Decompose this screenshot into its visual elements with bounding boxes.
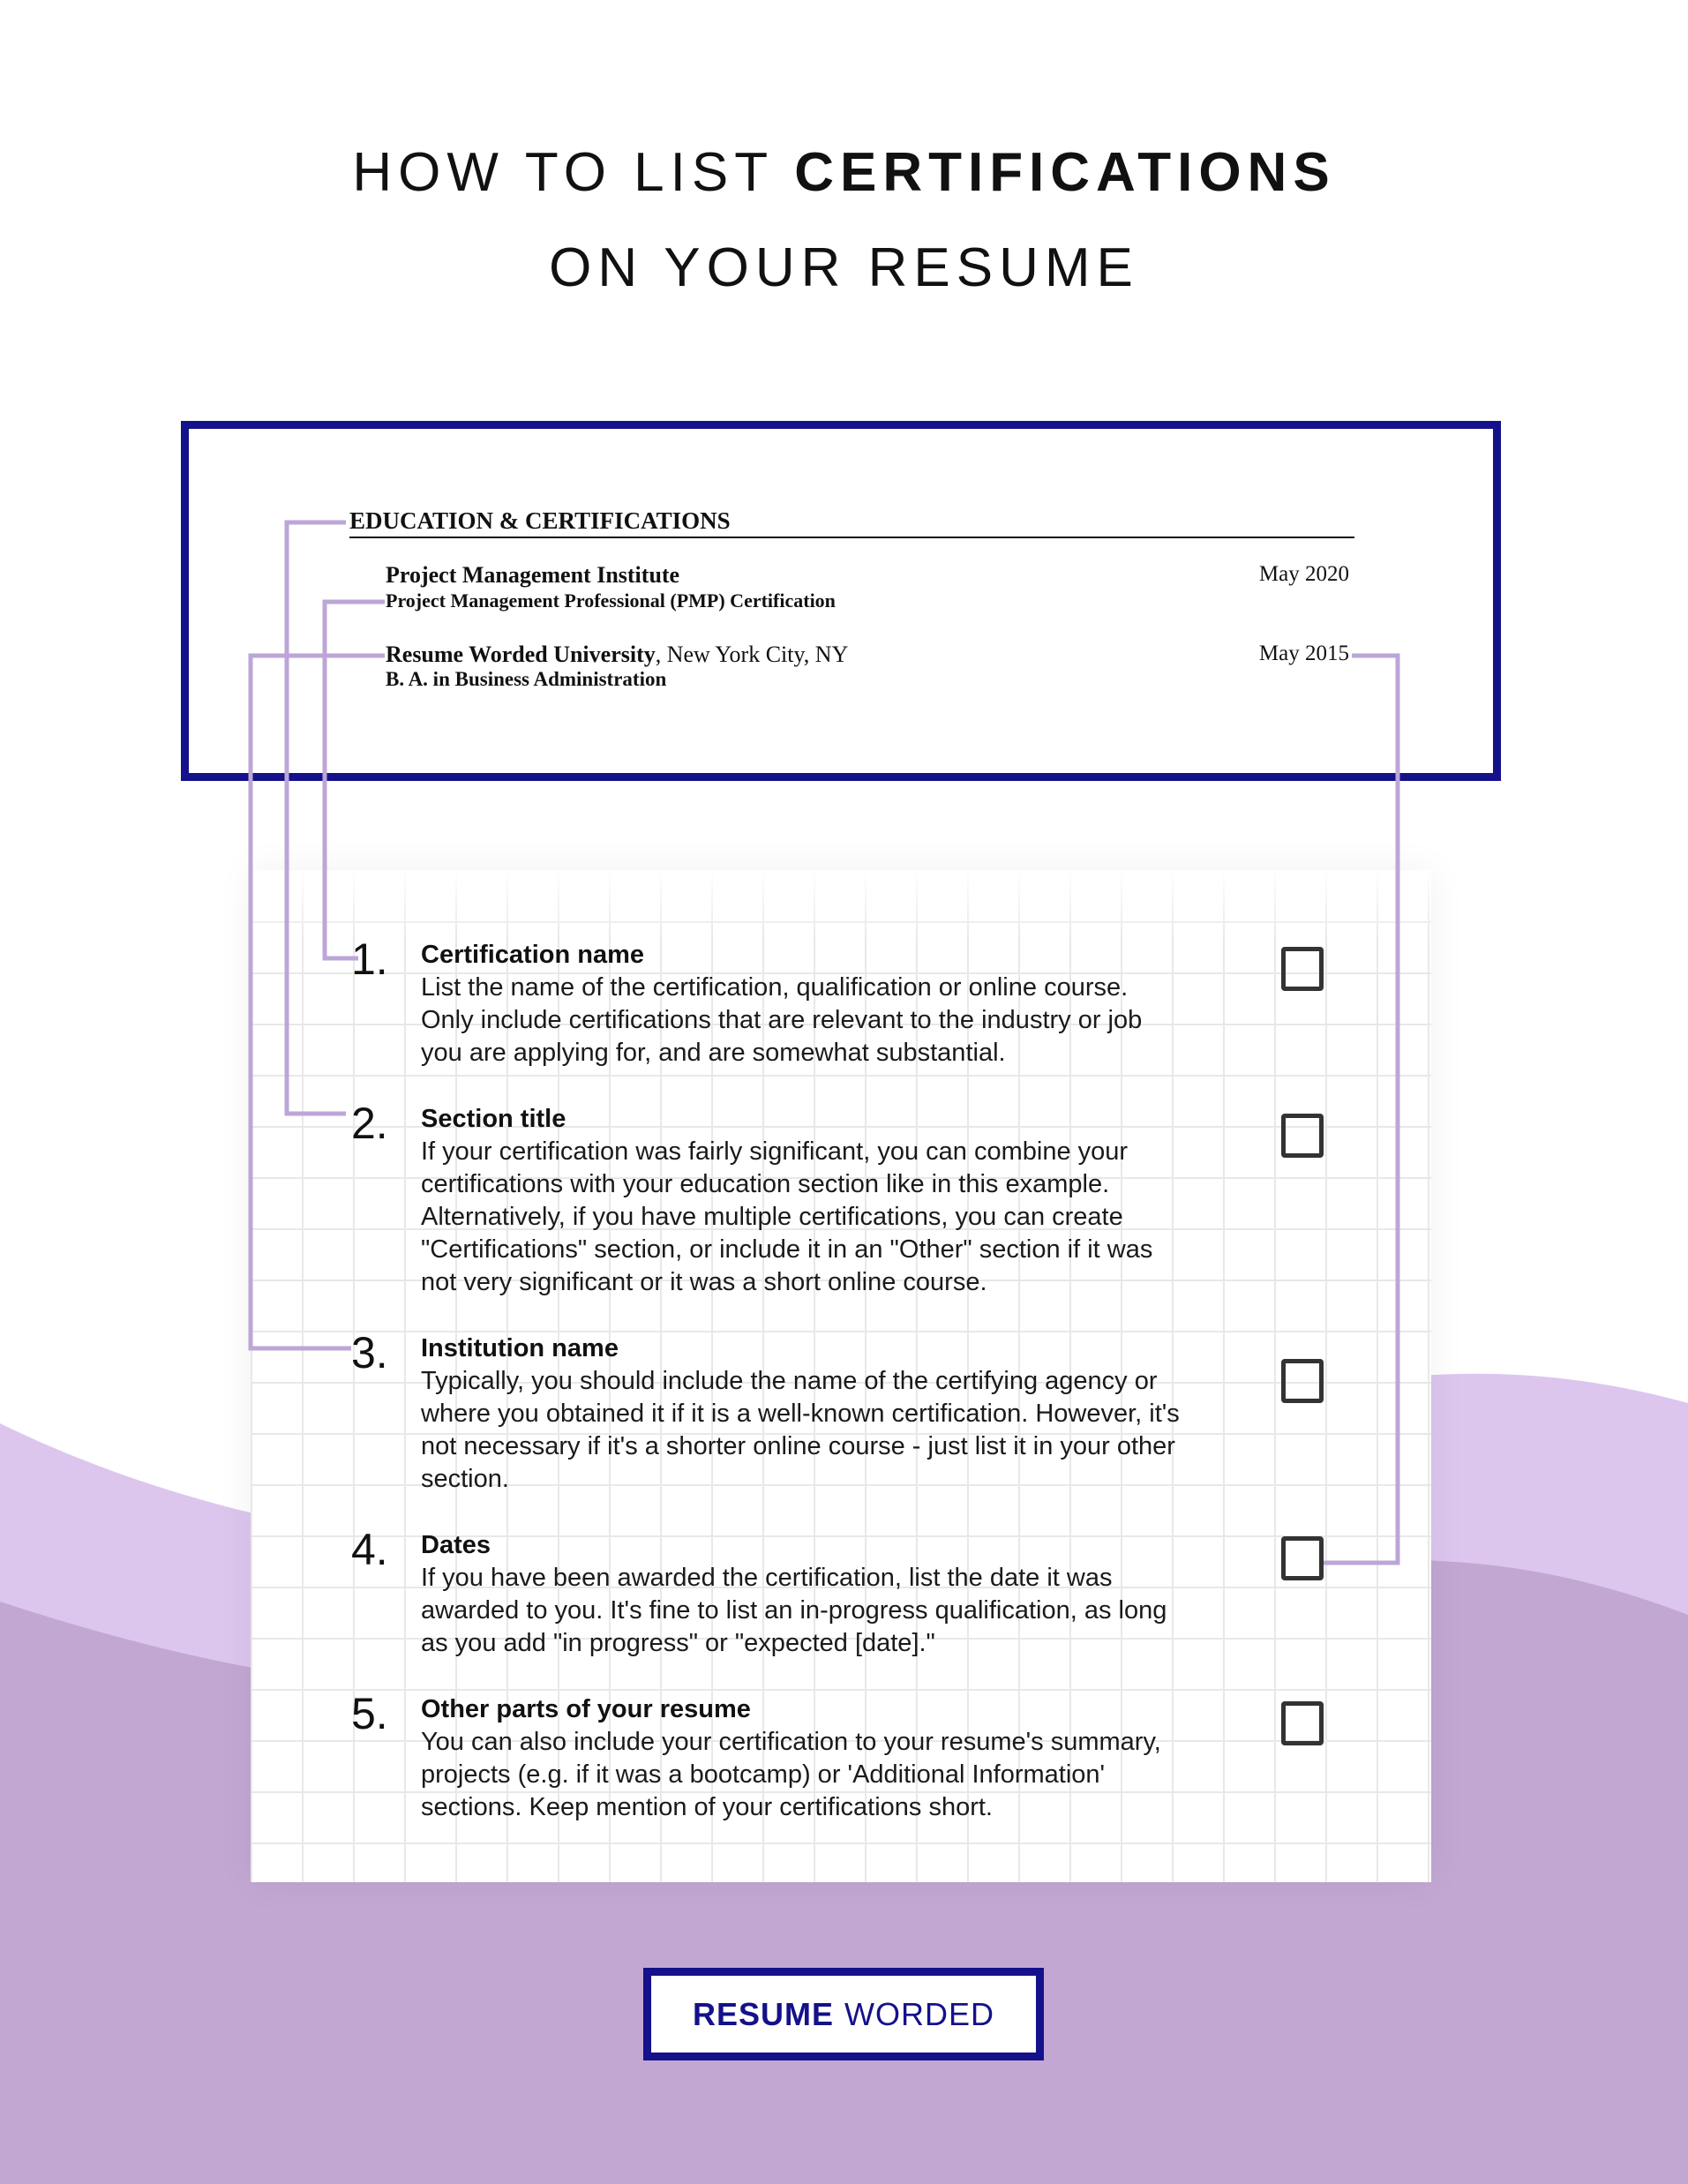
item-description-line: not very significant or it was a short o… — [421, 1268, 987, 1296]
item-description-line: certifications with your education secti… — [421, 1170, 1110, 1198]
item-number: 4. — [351, 1525, 388, 1574]
item-description-line: List the name of the certification, qual… — [421, 973, 1129, 1002]
item-description-line: Only include certifications that are rel… — [421, 1006, 1143, 1034]
item-description-line: If your certification was fairly signifi… — [421, 1137, 1129, 1166]
heading-rule — [349, 537, 1354, 538]
resume-institution: Resume Worded University, New York City,… — [386, 642, 849, 667]
checkbox[interactable] — [1281, 947, 1324, 991]
resume-credential: Project Management Professional (PMP) Ce… — [386, 589, 836, 612]
item-number: 5. — [351, 1689, 388, 1738]
page-title-line2: ON YOUR RESUME — [549, 237, 1139, 298]
item-number: 1. — [351, 934, 388, 984]
item-description-line: not necessary if it's a shorter online c… — [421, 1432, 1175, 1460]
checkbox[interactable] — [1281, 1359, 1324, 1403]
item-description-line: where you obtained it if it is a well-kn… — [421, 1400, 1180, 1428]
checkbox[interactable] — [1281, 1114, 1324, 1158]
item-title: Dates — [421, 1531, 491, 1559]
item-description-line: If you have been awarded the certificati… — [421, 1564, 1113, 1592]
resume-example-box — [181, 421, 1501, 781]
item-description-line: projects (e.g. if it was a bootcamp) or … — [421, 1760, 1106, 1789]
item-description-line: section. — [421, 1465, 509, 1493]
item-description-line: You can also include your certification … — [421, 1728, 1161, 1756]
item-title: Section title — [421, 1105, 566, 1133]
item-description-line: you are applying for, and are somewhat s… — [421, 1039, 1006, 1067]
item-number: 3. — [351, 1328, 388, 1377]
resume-credential: B. A. in Business Administration — [386, 668, 667, 690]
item-number: 2. — [351, 1099, 388, 1148]
page-title-line1: HOW TO LIST CERTIFICATIONS — [352, 142, 1336, 203]
checkbox[interactable] — [1281, 1701, 1324, 1745]
item-description-line: Alternatively, if you have multiple cert… — [421, 1203, 1123, 1231]
item-title: Certification name — [421, 941, 644, 969]
resume-institution: Project Management Institute — [386, 562, 680, 588]
item-description-line: Typically, you should include the name o… — [421, 1367, 1158, 1395]
item-description-line: sections. Keep mention of your certifica… — [421, 1793, 993, 1821]
item-description-line: "Certifications" section, or include it … — [421, 1235, 1153, 1264]
resume-worded-logo: RESUME WORDED — [643, 1968, 1044, 2060]
item-description-line: as you add "in progress" or "expected [d… — [421, 1629, 935, 1657]
item-title: Other parts of your resume — [421, 1695, 751, 1723]
resume-date: May 2015 — [1258, 642, 1349, 665]
item-title: Institution name — [421, 1334, 619, 1362]
resume-section-heading: EDUCATION & CERTIFICATIONS — [349, 507, 731, 534]
item-description-line: awarded to you. It's fine to list an in-… — [421, 1596, 1167, 1625]
checkbox[interactable] — [1281, 1536, 1324, 1580]
resume-date: May 2020 — [1258, 562, 1349, 586]
grid-paper — [251, 870, 1431, 1882]
paper-fade — [251, 870, 1431, 941]
